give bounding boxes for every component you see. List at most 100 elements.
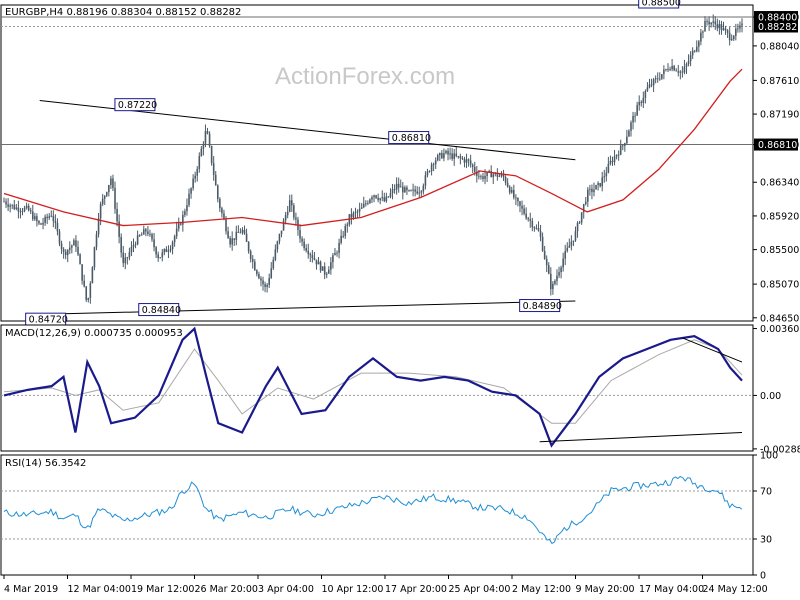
candle-body [443, 153, 445, 159]
price-annotation-label: 0.84840 [142, 305, 181, 316]
candle-body [134, 244, 137, 245]
candle-body [249, 251, 252, 259]
candle-body [62, 249, 65, 252]
candle-body [615, 154, 618, 157]
candle-body [210, 146, 213, 164]
candle-body [646, 87, 649, 92]
candle-body [554, 280, 556, 284]
candle-body [669, 69, 671, 71]
candle-body [235, 231, 238, 240]
candle-body [206, 131, 209, 134]
candle-body [730, 39, 733, 41]
candle-body [732, 35, 735, 40]
candle-body [658, 78, 661, 80]
candle-body [457, 156, 460, 157]
candle-body [332, 255, 334, 263]
candle-body [251, 258, 254, 262]
candle-body [3, 201, 5, 203]
candle-body [371, 197, 373, 200]
candle-body [299, 230, 301, 239]
candle-body [632, 115, 634, 123]
candle-body [517, 198, 519, 202]
candle-body [212, 163, 215, 175]
macd-signal-line [3, 339, 743, 424]
candle-body [175, 228, 178, 237]
candle-body [110, 178, 112, 186]
candle-body [560, 267, 562, 273]
macd-tick-label: 0.00 [760, 391, 781, 402]
candle-body [149, 233, 151, 235]
price-tick-label: 0.87610 [760, 76, 799, 87]
price-tick-label: 0.85070 [760, 280, 799, 291]
price-annotation-box [519, 299, 561, 313]
candle-body [46, 216, 48, 219]
candle-body [525, 213, 527, 219]
candle-body [465, 159, 468, 163]
candle-body [91, 267, 94, 284]
candle-body [665, 69, 667, 71]
candle-body [566, 247, 569, 251]
level-price-box [754, 138, 798, 151]
candle-body [157, 254, 159, 259]
candle-body [87, 298, 90, 300]
candle-body [397, 183, 400, 188]
rsi-tick-label: 0 [760, 571, 766, 582]
candle-body [307, 250, 310, 255]
candle-body [416, 191, 418, 194]
candle-body [482, 176, 484, 179]
candle-body [492, 174, 495, 178]
candle-body [36, 216, 38, 222]
candle-body [208, 133, 211, 147]
candle-body [5, 201, 7, 205]
price-tick-label: 0.84650 [760, 313, 799, 324]
candle-body [385, 196, 388, 202]
candle-body [484, 176, 486, 179]
candle-body [539, 230, 542, 237]
candle-body [611, 160, 614, 163]
candle-body [626, 136, 628, 144]
candle-body [231, 238, 233, 245]
candle-body [375, 195, 377, 198]
candle-body [15, 207, 18, 209]
candle-body [490, 170, 493, 178]
candle-body [502, 174, 505, 177]
candle-body [529, 219, 532, 221]
candle-body [695, 46, 698, 52]
candle-body [572, 240, 575, 242]
candle-body [471, 164, 474, 167]
candle-body [239, 232, 242, 234]
candle-body [276, 241, 279, 250]
candle-body [453, 153, 456, 159]
candle-body [145, 229, 147, 232]
candle-body [640, 101, 643, 103]
candle-body [603, 176, 606, 178]
candle-body [120, 236, 122, 253]
price-panel-title: EURGBP,H4 0.88196 0.88304 0.88152 0.8828… [5, 7, 241, 18]
candle-body [541, 236, 544, 251]
candle-body [691, 50, 694, 56]
candle-body [698, 41, 700, 47]
x-tick-label: 9 May 20:00 [576, 584, 635, 595]
candle-body [455, 153, 458, 157]
macd-line [3, 326, 743, 448]
candle-body [523, 208, 525, 214]
candle-body [558, 272, 560, 276]
candle-body [463, 158, 466, 163]
candle-body [591, 188, 593, 193]
candle-body [64, 251, 67, 256]
candle-body [422, 185, 425, 192]
candle-body [108, 185, 110, 193]
candle-body [325, 273, 328, 275]
candle-body [136, 235, 139, 245]
candle-body [223, 213, 225, 220]
candle-body [264, 284, 266, 287]
candle-body [735, 28, 737, 36]
candle-body [21, 211, 24, 212]
candle-body [360, 207, 363, 209]
candle-body [124, 257, 127, 264]
candle-body [354, 211, 357, 213]
candle-body [726, 30, 729, 33]
candle-body [469, 160, 472, 165]
candle-body [83, 280, 85, 287]
candle-body [97, 218, 100, 235]
